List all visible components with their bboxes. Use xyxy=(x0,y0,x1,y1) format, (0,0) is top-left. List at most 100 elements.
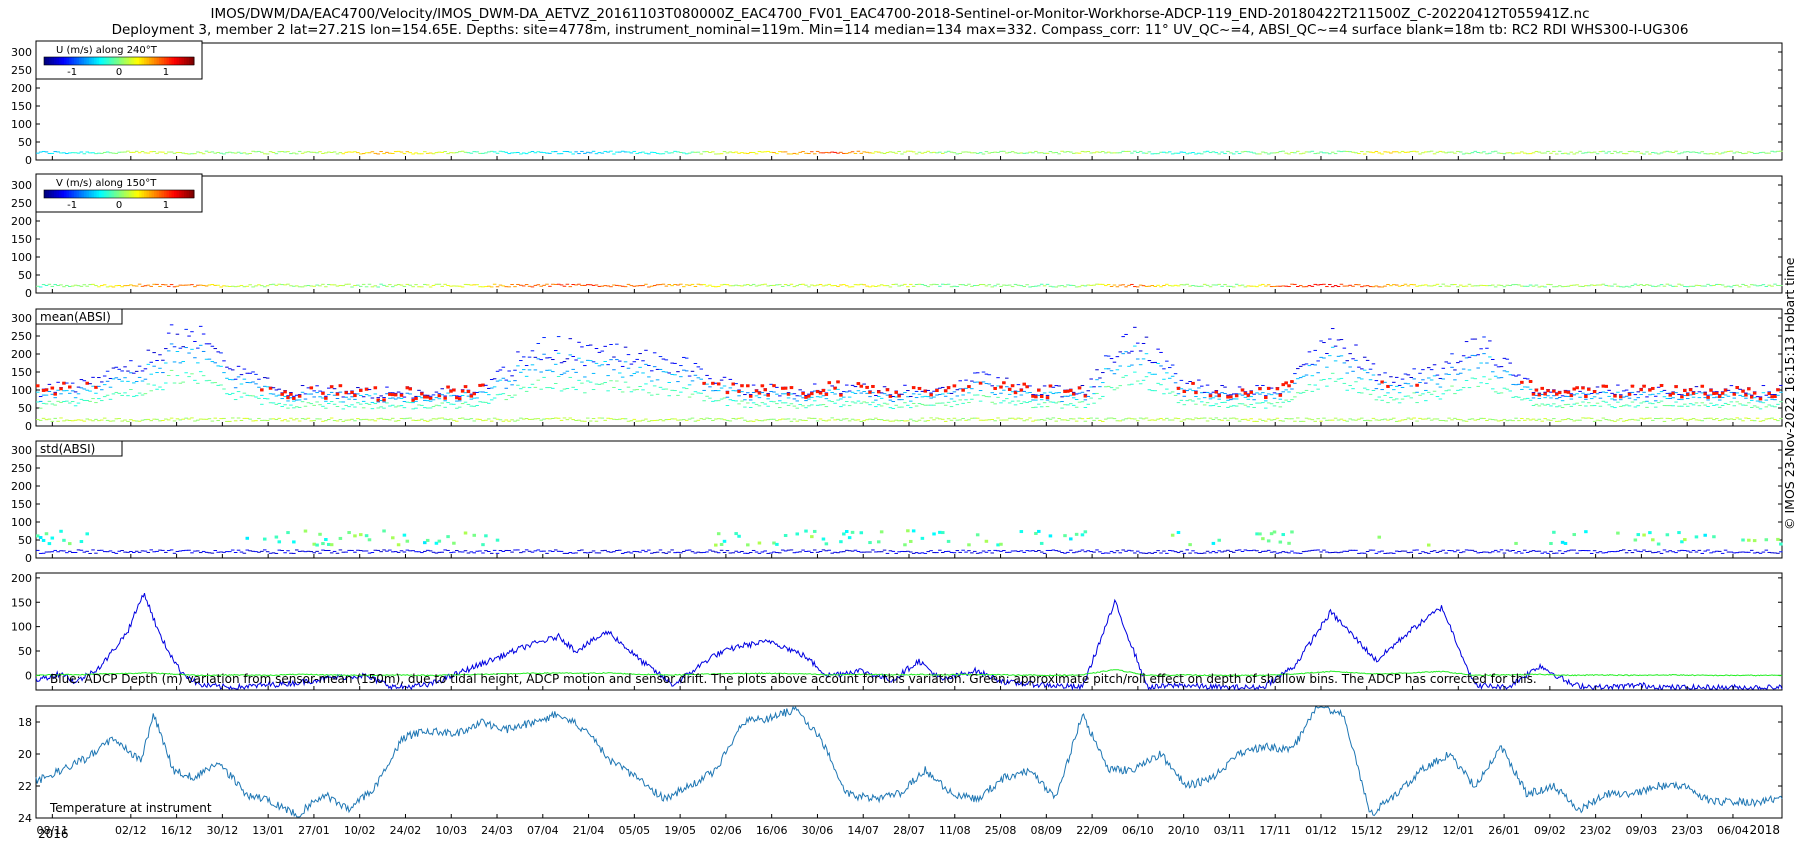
absi-band xyxy=(1144,353,1149,355)
absi-band xyxy=(975,372,980,374)
absi-band xyxy=(1048,391,1053,393)
velocity-column xyxy=(1732,152,1737,154)
x-tick-label: 08/11 xyxy=(36,824,68,837)
velocity-column xyxy=(1624,153,1629,155)
std-column xyxy=(1019,530,1024,534)
absi-band xyxy=(1773,394,1777,398)
absi-band xyxy=(935,394,939,396)
absi-band xyxy=(1523,386,1527,388)
velocity-column xyxy=(1520,151,1524,153)
velocity-column xyxy=(676,151,680,153)
absi-band xyxy=(1345,389,1350,391)
std-column xyxy=(303,551,308,553)
absi-band xyxy=(376,407,380,409)
velocity-column xyxy=(623,151,628,153)
velocity-column xyxy=(690,283,695,285)
absi-band xyxy=(1118,420,1123,422)
absi-band xyxy=(879,419,884,421)
absi-band xyxy=(466,390,471,394)
std-column xyxy=(207,552,212,554)
absi-band xyxy=(1566,403,1571,405)
velocity-column xyxy=(1234,283,1239,285)
absi-band xyxy=(1421,379,1425,381)
velocity-column xyxy=(1101,283,1105,285)
velocity-column xyxy=(1709,285,1713,287)
absi-band xyxy=(859,402,864,404)
std-column xyxy=(68,542,72,546)
velocity-column xyxy=(1749,151,1754,153)
absi-band xyxy=(559,362,564,364)
velocity-column xyxy=(1607,151,1611,153)
velocity-column xyxy=(667,284,671,286)
absi-band xyxy=(1360,368,1364,370)
absi-band xyxy=(1418,372,1422,374)
absi-band xyxy=(1071,397,1076,399)
std-column xyxy=(1752,552,1757,554)
absi-band xyxy=(1240,418,1245,420)
std-column xyxy=(425,538,430,542)
absi-band xyxy=(1211,405,1216,407)
absi-band xyxy=(1176,386,1181,390)
std-column xyxy=(38,536,43,540)
velocity-column xyxy=(714,153,718,155)
velocity-column xyxy=(1115,152,1120,154)
absi-band xyxy=(1569,393,1574,395)
std-column xyxy=(1101,552,1105,554)
std-column xyxy=(1648,550,1652,552)
absi-band xyxy=(1182,395,1187,397)
velocity-column xyxy=(344,151,348,153)
absi-band xyxy=(478,401,482,403)
colorbar-swatch xyxy=(136,57,140,65)
absi-band xyxy=(551,387,555,389)
absi-band xyxy=(143,419,148,421)
std-column xyxy=(812,549,817,551)
absi-band xyxy=(1287,418,1291,420)
absi-band xyxy=(1732,405,1737,407)
absi-band xyxy=(594,362,599,364)
absi-band xyxy=(882,393,887,395)
velocity-column xyxy=(388,284,392,286)
velocity-column xyxy=(245,285,250,287)
std-column xyxy=(262,537,267,541)
velocity-column xyxy=(941,152,945,154)
absi-band xyxy=(70,382,75,384)
std-column xyxy=(1456,549,1460,551)
absi-band xyxy=(891,420,896,422)
std-column xyxy=(498,550,503,552)
absi-band xyxy=(888,394,893,396)
velocity-column xyxy=(1042,152,1047,154)
absi-band xyxy=(827,400,832,402)
y-tick-label: 150 xyxy=(11,100,32,113)
absi-band xyxy=(789,393,794,395)
velocity-column xyxy=(970,285,974,287)
velocity-column xyxy=(1453,284,1457,286)
absi-band xyxy=(1048,384,1053,388)
std-column xyxy=(431,551,436,553)
velocity-column xyxy=(1284,285,1288,287)
colorbar-swatch xyxy=(119,190,122,198)
velocity-column xyxy=(1549,284,1553,286)
absi-band xyxy=(1508,390,1512,392)
velocity-column xyxy=(1616,152,1620,154)
velocity-column xyxy=(1220,285,1224,287)
velocity-column xyxy=(1447,285,1451,287)
velocity-column xyxy=(661,283,666,285)
absi-band xyxy=(1747,418,1751,420)
velocity-column xyxy=(97,286,101,288)
absi-band xyxy=(1339,377,1344,379)
absi-band xyxy=(44,419,49,421)
velocity-column xyxy=(1572,153,1576,155)
std-column xyxy=(280,550,284,552)
colorbar-gradient xyxy=(44,57,195,65)
velocity-column xyxy=(946,150,951,152)
std-column xyxy=(1234,549,1239,551)
std-column xyxy=(1007,551,1012,553)
absi-band xyxy=(230,369,235,371)
absi-band xyxy=(1598,420,1603,422)
absi-band xyxy=(1668,392,1673,394)
colorbar-swatch xyxy=(71,57,75,65)
absi-band xyxy=(292,395,296,397)
absi-band xyxy=(807,398,811,400)
std-column xyxy=(952,552,957,554)
velocity-column xyxy=(123,285,127,287)
